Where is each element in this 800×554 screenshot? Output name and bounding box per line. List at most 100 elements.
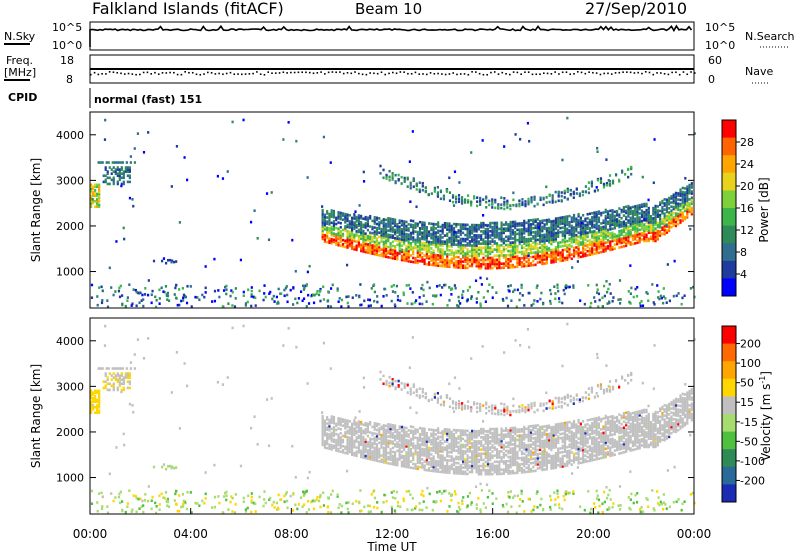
velocity-cell (509, 451, 512, 455)
velocity-cell (414, 428, 417, 431)
velocity-cell (441, 464, 444, 468)
power-cell (247, 288, 250, 292)
nave-point (626, 71, 628, 73)
power-cell (457, 223, 460, 226)
power-cell (436, 185, 439, 189)
velocity-cell (507, 429, 510, 432)
power-cell (625, 240, 628, 243)
velocity-cell (455, 439, 458, 442)
power-cell (640, 225, 644, 229)
velocity-cell (328, 422, 331, 426)
velocity-cell (362, 437, 365, 441)
nsearch-label: N.Search (745, 30, 795, 43)
power-cell (432, 243, 435, 246)
velocity-cell (461, 443, 465, 447)
power-cell (600, 242, 603, 246)
power-cell (346, 213, 349, 216)
power-cell (536, 252, 539, 256)
power-cell (668, 215, 671, 218)
power-cell (453, 230, 456, 234)
power-cell (538, 256, 542, 260)
power-cell (430, 234, 433, 238)
velocity-cell (466, 450, 469, 453)
power-cell (323, 236, 326, 239)
power-cell (439, 256, 442, 259)
power-cell (600, 228, 603, 231)
velocity-cell (423, 466, 426, 470)
velocity-cell (344, 418, 347, 422)
power-cell (454, 197, 458, 201)
power-cell (507, 249, 510, 253)
power-cell (512, 290, 515, 294)
power-cell (593, 242, 596, 245)
power-cell (557, 231, 560, 234)
power-cell (516, 249, 519, 252)
power-cell (371, 240, 374, 243)
power-cell (418, 245, 422, 249)
power-cell (609, 209, 612, 213)
velocity-cell (475, 444, 478, 447)
power-cell (126, 174, 129, 178)
power-cell (471, 231, 474, 235)
power-cell (231, 290, 234, 294)
power-cell (350, 241, 354, 244)
velocity-cell (321, 443, 324, 447)
power-data (90, 116, 696, 309)
power-cell (482, 242, 485, 245)
nave-point (252, 72, 254, 75)
power-cell (634, 235, 637, 239)
power-cell (384, 241, 388, 244)
power-cell (627, 241, 630, 245)
velocity-cell (416, 442, 419, 446)
power-cell (473, 196, 476, 200)
velocity-cell (409, 425, 413, 428)
power-cell (582, 255, 585, 258)
nave-point (157, 73, 160, 75)
power-cell (570, 253, 573, 256)
velocity-cell (391, 440, 394, 443)
power-cell (332, 238, 336, 242)
power-cell (529, 255, 533, 259)
freq-tick-bottom: 8 (66, 73, 73, 86)
power-cell (568, 220, 571, 224)
nave-point (97, 73, 100, 76)
velocity-cell (437, 441, 440, 445)
power-cell (391, 172, 394, 175)
power-cell (147, 131, 150, 134)
power-cell (498, 260, 501, 264)
velocity-cell (502, 435, 505, 439)
power-cell (477, 262, 481, 266)
velocity-cell (337, 419, 340, 422)
nave-point (622, 71, 624, 73)
power-cell (441, 260, 444, 264)
power-cell (137, 291, 140, 295)
power-cell (403, 248, 406, 252)
power-cell (468, 258, 471, 262)
velocity-cell (432, 430, 435, 434)
power-cell (631, 242, 635, 246)
velocity-cell (344, 431, 347, 434)
velocity-cell (457, 445, 460, 449)
power-cell (421, 241, 424, 245)
power-cell (475, 240, 478, 243)
power-cell (446, 246, 449, 250)
power-cell (543, 258, 546, 261)
power-cell (414, 244, 417, 248)
velocity-cell (416, 447, 419, 450)
y-tick-label: 3000 (56, 174, 84, 187)
power-cell (455, 259, 458, 263)
velocity-data (90, 322, 696, 515)
power-cell (620, 237, 623, 241)
velocity-cell (407, 441, 410, 444)
power-cell (584, 252, 587, 256)
power-cell (681, 203, 684, 206)
velocity-cell (389, 456, 392, 459)
power-cell (427, 244, 431, 248)
power-cell (500, 223, 503, 227)
power-cell (631, 211, 635, 215)
power-cell (331, 283, 334, 287)
power-cell (563, 292, 566, 296)
velocity-cell (323, 423, 326, 427)
power-cell (418, 233, 422, 236)
power-cell (450, 228, 453, 232)
